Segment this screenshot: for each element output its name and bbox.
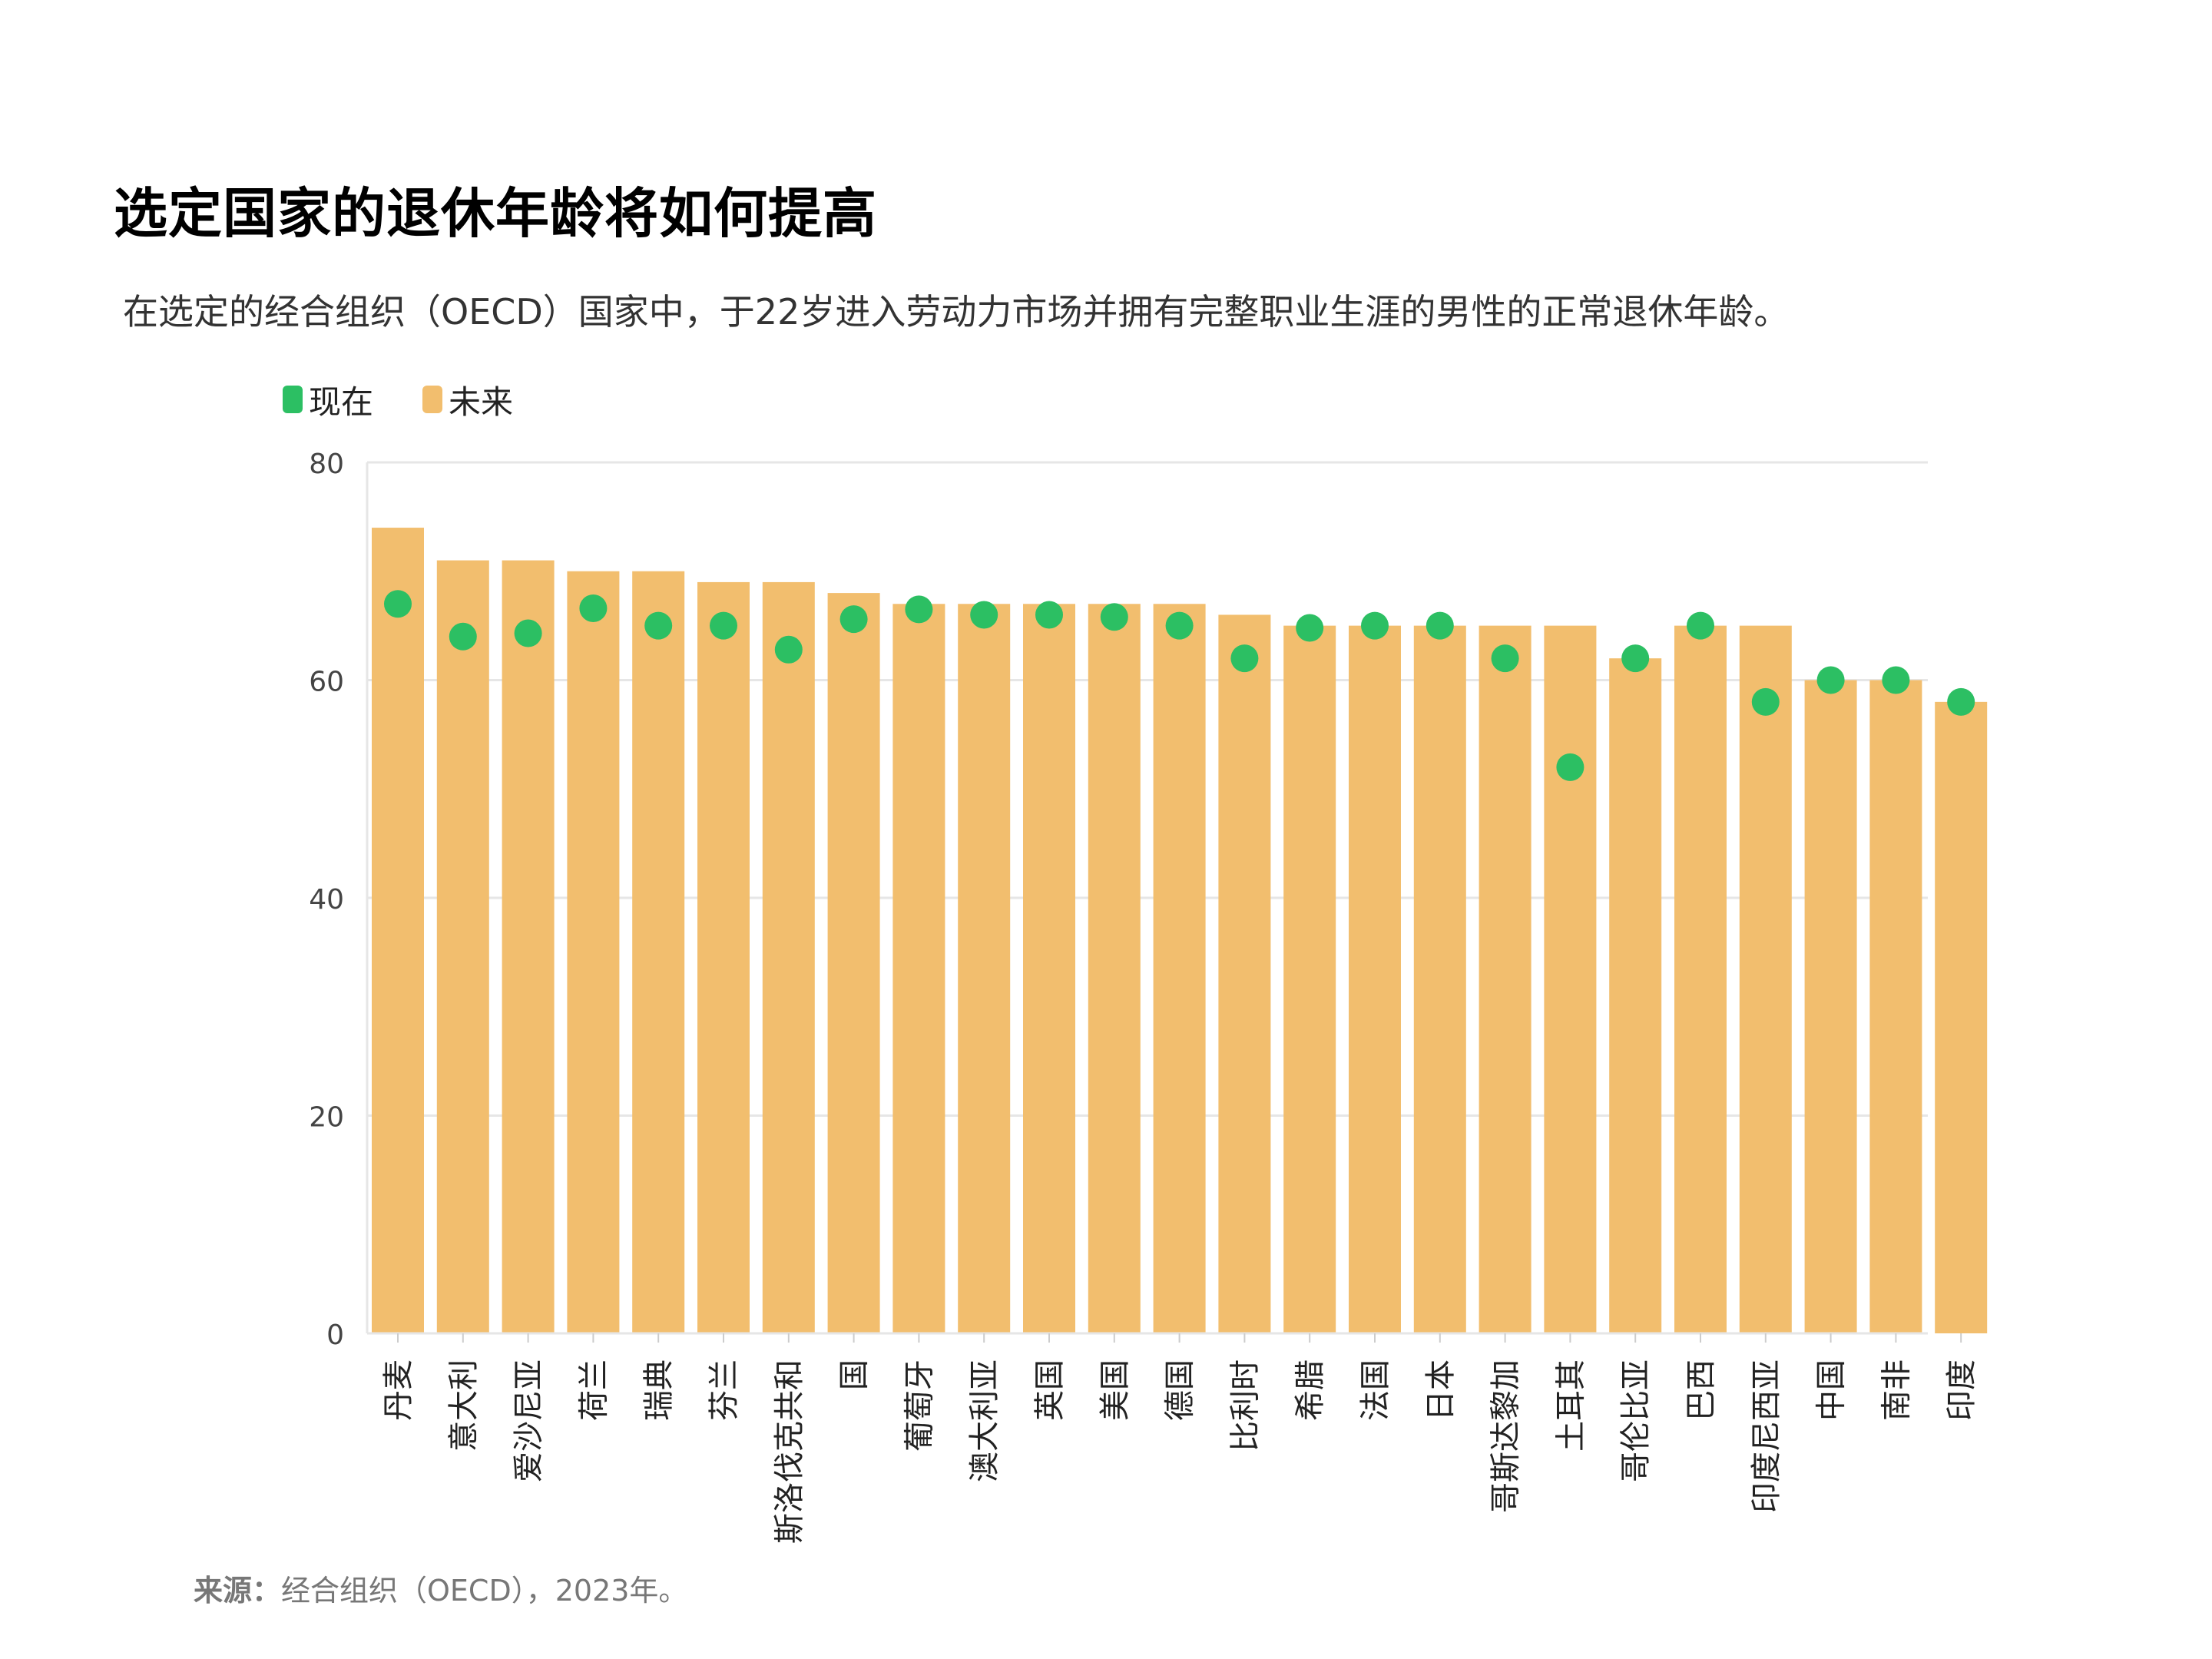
dot-current — [1165, 611, 1194, 640]
dot-current — [839, 605, 868, 634]
dot-current — [384, 590, 412, 618]
x-tick-label: 土耳其 — [1553, 1359, 1588, 1452]
x-tick-label: 丹麦 — [381, 1359, 416, 1421]
bar-future — [762, 581, 815, 1333]
legend-label-current: 现在 — [309, 382, 374, 421]
x-tick-label: 荷兰 — [576, 1359, 611, 1421]
y-axis-ticks: 0 20 40 60 80 — [309, 449, 344, 1351]
x-tick-label: 中国 — [1814, 1359, 1849, 1421]
x-tick-label: 英国 — [1032, 1359, 1068, 1421]
bar-future — [1609, 658, 1662, 1333]
x-tick-label: 哥伦比亚 — [1618, 1359, 1654, 1482]
bar-future — [632, 571, 685, 1333]
legend-swatch-future — [422, 386, 442, 413]
dot-current — [905, 595, 933, 624]
bar-future — [1023, 604, 1075, 1333]
bar-future — [892, 604, 945, 1333]
x-tick-label: 日本 — [1423, 1359, 1459, 1421]
dot-current — [644, 611, 673, 640]
bar-future — [1088, 604, 1141, 1333]
x-tick-label: 哥斯达黎加 — [1488, 1359, 1524, 1513]
legend-item-future: 未来 — [422, 376, 513, 422]
x-tick-label: 印度尼西亚 — [1749, 1359, 1784, 1513]
x-tick-label: 希腊 — [1293, 1359, 1328, 1421]
y-tick-label: 80 — [309, 449, 344, 480]
dot-current — [1491, 644, 1519, 673]
bar-future — [1349, 625, 1401, 1333]
bar-future — [1674, 625, 1727, 1333]
source-text: 经合组织（OECD），2023年。 — [281, 1574, 688, 1608]
x-tick-label: 巴西 — [1684, 1359, 1719, 1421]
dot-current — [1556, 753, 1584, 781]
source-label: 来源： — [194, 1574, 282, 1608]
x-tick-label: 瑞典 — [641, 1359, 677, 1421]
x-tick-label: 印度 — [1944, 1359, 1979, 1421]
bar-future — [1479, 625, 1532, 1333]
legend-item-current: 现在 — [283, 376, 373, 422]
bar-future — [697, 581, 750, 1333]
x-tick-label: 比利时 — [1227, 1359, 1263, 1452]
bar-future — [958, 604, 1011, 1333]
dot-current — [449, 622, 477, 651]
x-tick-label: 德国 — [1163, 1359, 1198, 1421]
bar-future — [1153, 604, 1206, 1333]
dot-current — [1100, 603, 1128, 631]
dot-current — [1687, 611, 1714, 640]
bar-future — [1739, 625, 1792, 1333]
dot-current — [1296, 614, 1324, 642]
bar-future — [1413, 625, 1466, 1333]
dot-current — [579, 594, 608, 622]
dot-current — [514, 619, 542, 647]
x-tick-label: 法国 — [1358, 1359, 1393, 1421]
y-tick-label: 60 — [309, 667, 344, 698]
dot-current — [1882, 666, 1910, 694]
dot-current — [1230, 644, 1259, 673]
bar-future — [1935, 701, 1988, 1333]
dot-current — [1035, 601, 1063, 629]
x-axis-ticks: 丹麦 意大利 爱沙尼亚 荷兰 瑞典 芬兰 斯洛伐克共和国葡萄牙 澳大利亚 英国 美国 德国 比利时 希腊… — [367, 1332, 1979, 1544]
bar-future — [1283, 625, 1336, 1333]
dot-current — [1751, 687, 1780, 716]
source-note: 来源：经合组织（OECD），2023年。 — [194, 1567, 687, 1609]
y-tick-label: 40 — [309, 884, 344, 916]
dots-current — [384, 590, 1975, 781]
x-tick-label: 美国 — [1098, 1359, 1133, 1421]
chart-subtitle: 在选定的经合组织（OECD）国家中，于22岁进入劳动力市场并拥有完整职业生涯的男… — [123, 291, 1790, 333]
dot-current — [710, 611, 737, 640]
dot-current — [1361, 611, 1389, 640]
dot-current — [1947, 687, 1975, 716]
y-tick-label: 0 — [326, 1320, 344, 1351]
x-tick-label: 葡萄牙 — [902, 1359, 937, 1452]
x-tick-label: 意大利 — [446, 1359, 482, 1452]
x-tick-label: 爱沙尼亚 — [512, 1359, 547, 1482]
dot-current — [1621, 644, 1650, 673]
bar-future — [372, 528, 424, 1333]
bar-future — [502, 560, 555, 1333]
dot-current — [1816, 666, 1845, 694]
bar-future — [1869, 680, 1922, 1333]
bar-future — [827, 593, 880, 1333]
x-tick-label: 南非 — [1879, 1359, 1914, 1421]
dot-current — [1426, 611, 1454, 640]
x-tick-label: 斯洛伐克共和 — [772, 1359, 807, 1544]
bar-future — [1544, 625, 1597, 1333]
chart-title: 选定国家的退休年龄将如何提高 — [114, 182, 877, 245]
bar-future — [567, 571, 620, 1333]
y-tick-label: 20 — [309, 1102, 344, 1134]
x-tick-label: 澳大利亚 — [967, 1359, 1002, 1482]
bar-future — [1804, 680, 1857, 1333]
legend-swatch-current — [283, 386, 303, 413]
bar-future — [436, 560, 489, 1333]
x-tick-label: 国 — [837, 1359, 873, 1390]
bars-future — [372, 528, 1988, 1333]
bar-future — [1218, 614, 1271, 1333]
legend-label-future: 未来 — [449, 382, 514, 421]
dot-current — [774, 635, 803, 664]
dot-current — [970, 601, 998, 629]
x-tick-label: 芬兰 — [707, 1359, 742, 1421]
